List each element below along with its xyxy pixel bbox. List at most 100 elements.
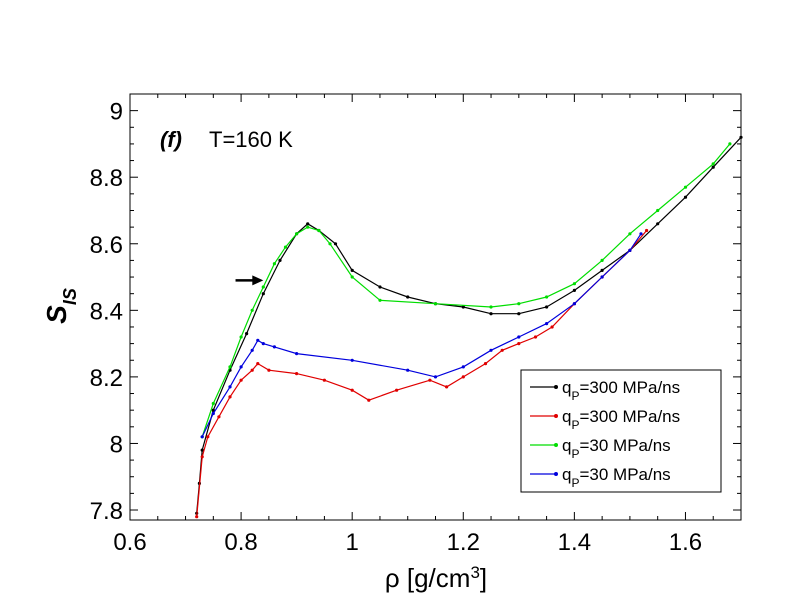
data-point bbox=[545, 295, 549, 299]
data-point bbox=[295, 372, 299, 376]
data-point bbox=[250, 348, 254, 352]
temperature-annotation: T=160 K bbox=[209, 127, 293, 152]
data-point bbox=[328, 242, 332, 246]
data-point bbox=[572, 302, 577, 306]
data-point bbox=[295, 232, 299, 236]
arrow-annotation bbox=[235, 275, 264, 286]
y-tick-label: 8.6 bbox=[90, 232, 123, 259]
data-point bbox=[228, 395, 232, 399]
x-tick-label: 1.6 bbox=[669, 529, 702, 556]
data-point bbox=[600, 258, 604, 262]
data-point bbox=[461, 365, 465, 369]
data-point bbox=[683, 185, 688, 189]
arrow-head bbox=[252, 275, 264, 286]
data-point bbox=[261, 342, 265, 346]
series-line bbox=[196, 230, 648, 517]
series-3 bbox=[200, 142, 732, 439]
data-point bbox=[645, 228, 649, 233]
legend-box bbox=[520, 369, 722, 493]
data-point bbox=[211, 401, 215, 406]
data-point bbox=[572, 288, 577, 292]
data-point bbox=[250, 368, 254, 372]
ticks-layer: 0.6 0.8 1 1.2 1.4 1.6 7.8 8 8.2 8.4 8.6 8.8 9 bbox=[90, 94, 742, 556]
series-line bbox=[201, 233, 642, 438]
legend-item: qP=30 MPa/ns bbox=[530, 436, 671, 461]
data-point bbox=[256, 338, 260, 342]
panel-label: (f) bbox=[160, 127, 182, 152]
legend-label-sub: P bbox=[571, 447, 579, 461]
data-point bbox=[406, 368, 410, 372]
y-tick-label: 8.4 bbox=[90, 298, 123, 325]
data-point bbox=[572, 282, 577, 286]
legend-label-rest: =30 MPa/ns bbox=[579, 465, 670, 484]
data-point bbox=[317, 228, 321, 233]
data-point bbox=[195, 515, 199, 519]
series-layer bbox=[195, 135, 743, 519]
x-tick-label: 0.6 bbox=[113, 529, 146, 556]
data-point bbox=[545, 305, 549, 309]
legend-swatch-marker bbox=[554, 414, 558, 418]
y-axis-label-main: S bbox=[41, 305, 72, 324]
legend-swatch-marker bbox=[554, 385, 558, 389]
data-point bbox=[250, 308, 254, 312]
legend-label-sub: P bbox=[571, 389, 579, 403]
data-point bbox=[711, 165, 715, 169]
x-axis-label: ρ [g/cm3] bbox=[385, 563, 487, 594]
legend-label-main: q bbox=[562, 378, 571, 397]
data-point bbox=[445, 385, 449, 389]
y-tick-label: 7.8 bbox=[90, 498, 123, 525]
data-point bbox=[395, 388, 399, 392]
legend-label: qP=300 MPa/ns bbox=[562, 407, 680, 432]
data-point bbox=[433, 375, 438, 379]
data-point bbox=[261, 285, 265, 289]
legend-label: qP=300 MPa/ns bbox=[562, 378, 680, 403]
legend-swatch-marker bbox=[554, 443, 558, 447]
legend-item: qP=300 MPa/ns bbox=[530, 407, 680, 432]
data-point bbox=[211, 408, 215, 412]
legend-label-rest: =300 MPa/ns bbox=[579, 407, 680, 426]
data-point bbox=[267, 368, 271, 372]
data-point bbox=[367, 398, 371, 402]
data-point bbox=[272, 262, 276, 266]
legend-label-main: q bbox=[562, 465, 571, 484]
data-point bbox=[483, 362, 488, 366]
y-tick-label: 8.2 bbox=[90, 365, 123, 392]
data-point bbox=[278, 258, 282, 262]
data-point bbox=[378, 298, 382, 302]
data-point bbox=[306, 222, 310, 226]
x-axis-label-end: ] bbox=[480, 563, 487, 593]
legend-item: qP=300 MPa/ns bbox=[530, 378, 680, 403]
data-point bbox=[517, 312, 521, 316]
legend-label-main: q bbox=[562, 436, 571, 455]
data-point bbox=[406, 295, 410, 299]
data-point bbox=[489, 312, 493, 316]
x-axis-label-main: ρ [g/cm bbox=[385, 563, 471, 593]
data-point bbox=[333, 242, 338, 246]
data-point bbox=[217, 415, 221, 419]
data-point bbox=[639, 232, 643, 236]
legend-label-rest: =300 MPa/ns bbox=[579, 378, 680, 397]
data-point bbox=[489, 305, 493, 309]
data-point bbox=[228, 385, 232, 389]
data-point bbox=[350, 268, 354, 272]
legend-item: qP=30 MPa/ns bbox=[530, 465, 671, 490]
data-point bbox=[283, 245, 288, 249]
data-point bbox=[656, 222, 660, 226]
data-point bbox=[545, 322, 549, 326]
data-point bbox=[239, 365, 243, 369]
data-point bbox=[461, 375, 465, 379]
data-point bbox=[261, 292, 265, 296]
data-point bbox=[711, 162, 715, 166]
data-point bbox=[656, 208, 660, 213]
data-point bbox=[461, 305, 465, 309]
legend-label: qP=30 MPa/ns bbox=[562, 465, 671, 490]
data-point bbox=[517, 335, 521, 339]
data-point bbox=[517, 342, 521, 346]
data-point bbox=[428, 378, 432, 382]
data-point bbox=[378, 285, 382, 289]
data-point bbox=[628, 232, 632, 236]
data-point bbox=[600, 268, 604, 272]
